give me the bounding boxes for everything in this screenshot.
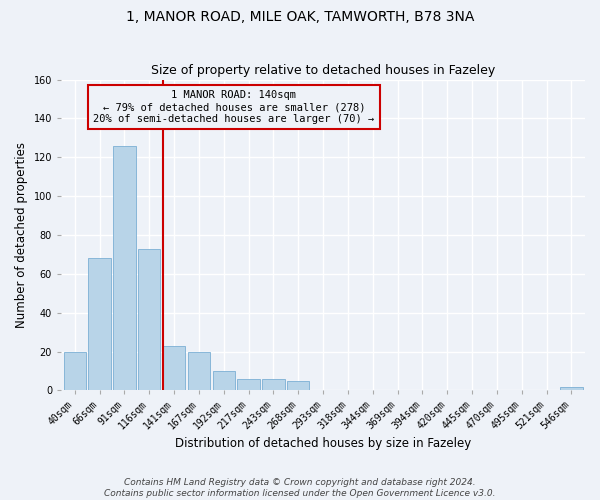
Bar	[88, 258, 111, 390]
Bar	[262, 379, 284, 390]
Bar	[238, 379, 260, 390]
Bar	[560, 386, 583, 390]
Bar	[163, 346, 185, 391]
Bar	[64, 352, 86, 391]
Bar	[188, 352, 210, 391]
Bar	[113, 146, 136, 390]
Title: Size of property relative to detached houses in Fazeley: Size of property relative to detached ho…	[151, 64, 495, 77]
Text: Contains HM Land Registry data © Crown copyright and database right 2024.
Contai: Contains HM Land Registry data © Crown c…	[104, 478, 496, 498]
Bar	[212, 371, 235, 390]
Y-axis label: Number of detached properties: Number of detached properties	[15, 142, 28, 328]
Bar	[287, 380, 310, 390]
X-axis label: Distribution of detached houses by size in Fazeley: Distribution of detached houses by size …	[175, 437, 471, 450]
Bar	[138, 248, 160, 390]
Text: 1, MANOR ROAD, MILE OAK, TAMWORTH, B78 3NA: 1, MANOR ROAD, MILE OAK, TAMWORTH, B78 3…	[126, 10, 474, 24]
Text: 1 MANOR ROAD: 140sqm
← 79% of detached houses are smaller (278)
20% of semi-deta: 1 MANOR ROAD: 140sqm ← 79% of detached h…	[94, 90, 374, 124]
